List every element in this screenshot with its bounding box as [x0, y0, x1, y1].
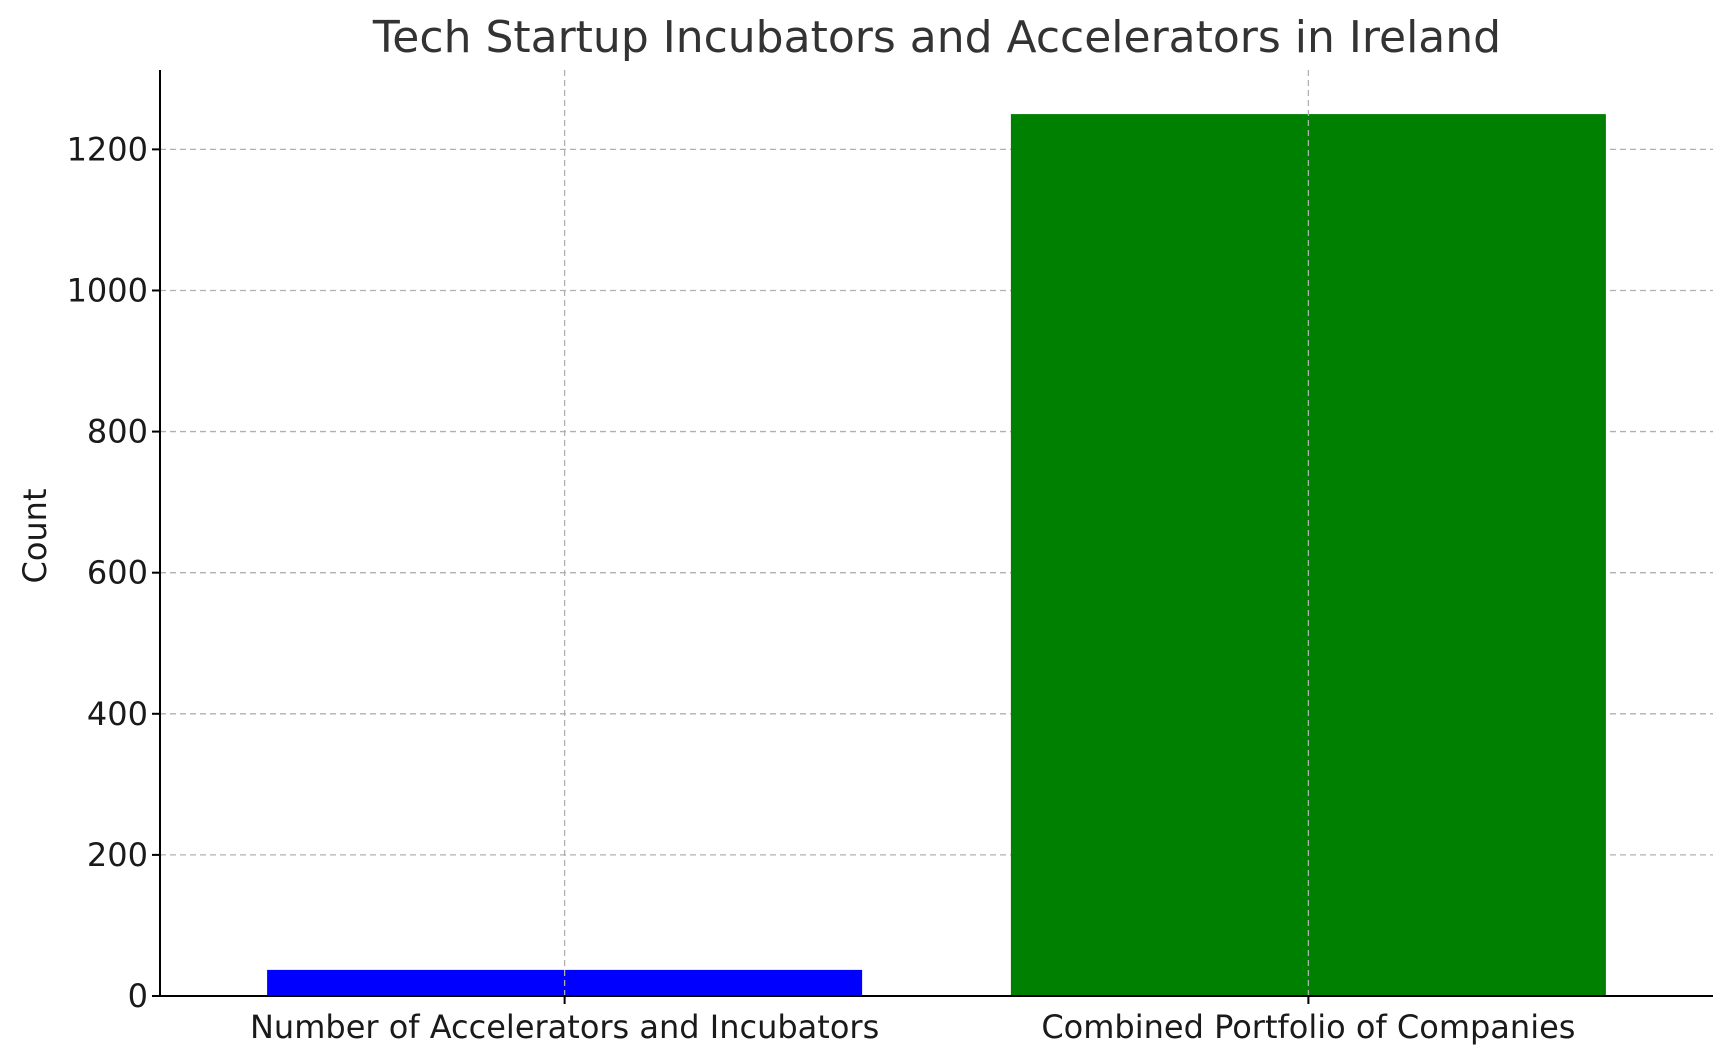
y-tick-label: 400 [87, 695, 148, 733]
grid-overlay [563, 70, 1310, 996]
y-tick-label: 600 [87, 554, 148, 592]
chart-title: Tech Startup Incubators and Accelerators… [372, 12, 1501, 63]
axes [152, 70, 1713, 1004]
y-tick-labels: 0 200 400 600 800 1000 1200 [67, 130, 148, 1015]
x-tick-label: Number of Accelerators and Incubators [250, 1008, 879, 1046]
y-tick-label: 1200 [67, 130, 148, 168]
y-tick-label: 200 [87, 836, 148, 874]
x-tick-labels: Number of Accelerators and Incubators Com… [250, 1008, 1575, 1046]
bars [267, 114, 1606, 997]
x-tick-label: Combined Portfolio of Companies [1041, 1008, 1575, 1046]
y-tick-label: 800 [87, 413, 148, 451]
y-axis-label: Count [16, 488, 54, 583]
y-tick-label: 0 [128, 977, 148, 1015]
y-tick-label: 1000 [67, 271, 148, 309]
